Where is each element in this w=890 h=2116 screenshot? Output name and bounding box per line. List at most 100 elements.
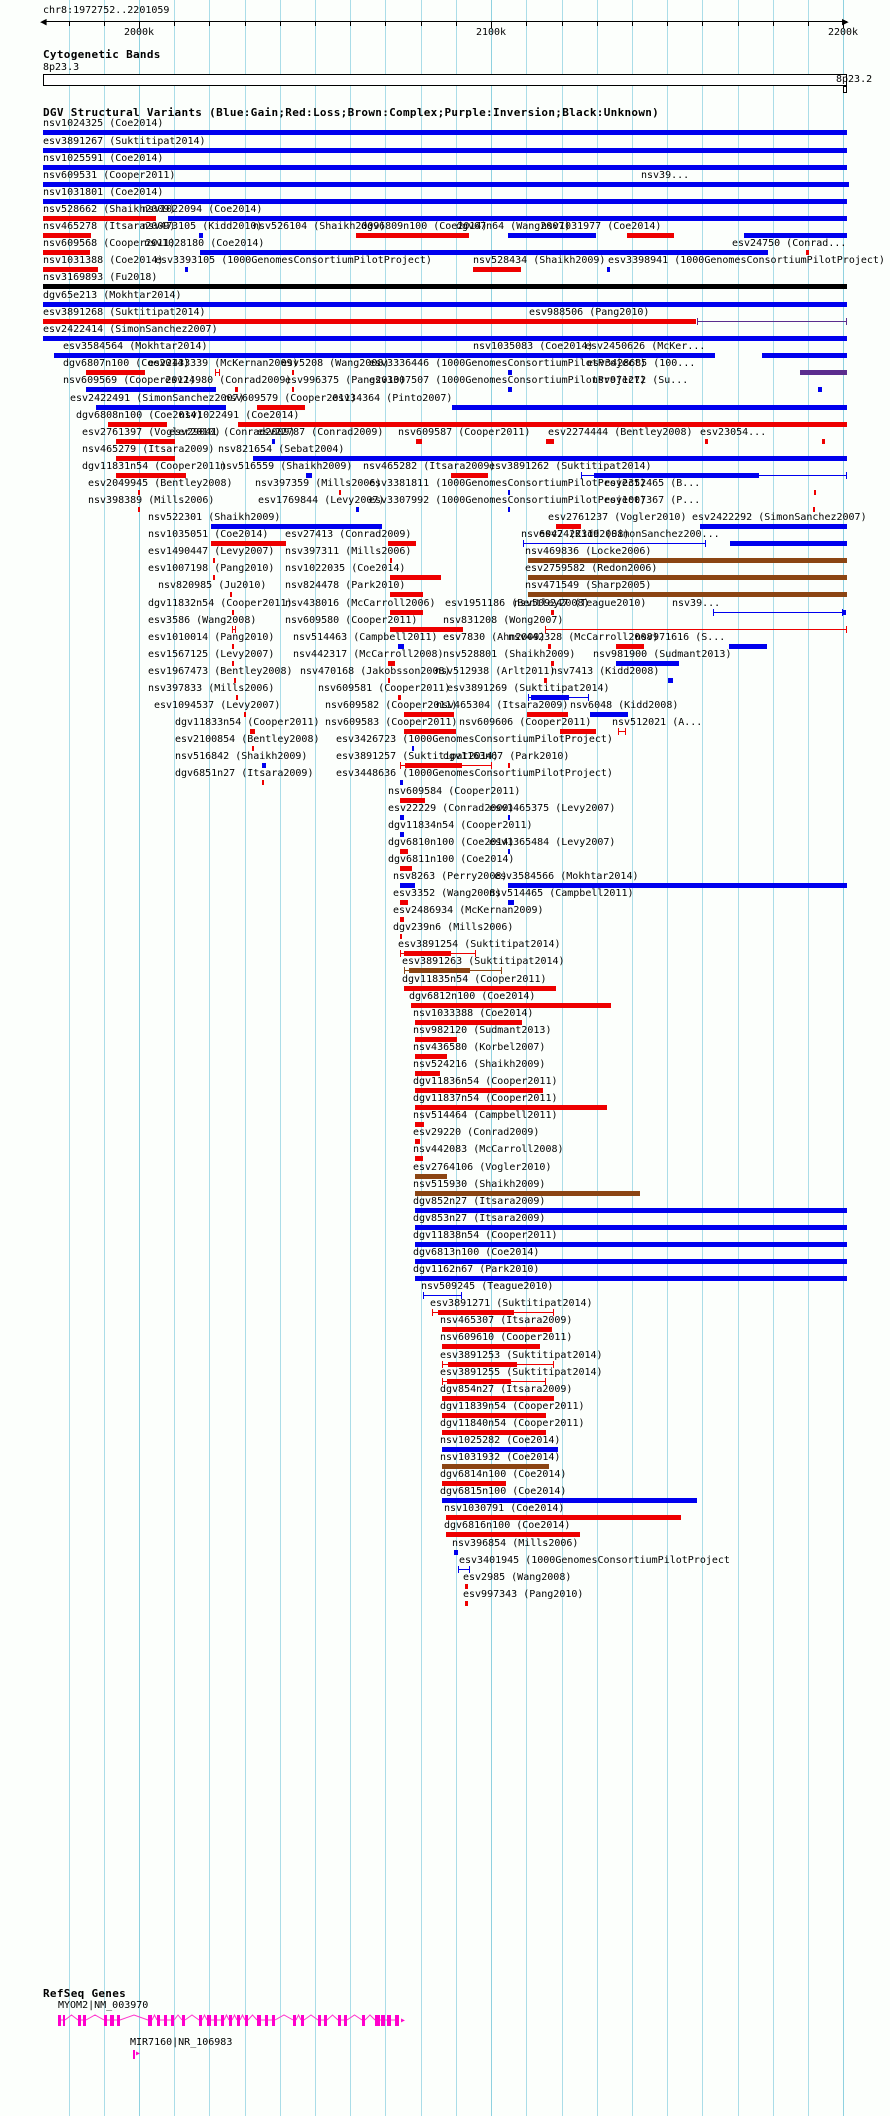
variant-label[interactable]: dgv6812n100 (Coe2014) [409, 991, 536, 1002]
variant-label[interactable]: nsv465278 (Itsara2009) [43, 221, 176, 232]
variant-bar[interactable] [43, 216, 156, 221]
variant-label[interactable]: esv3891263 (Suktitipat2014) [402, 956, 565, 967]
variant-span[interactable] [713, 609, 843, 616]
variant-bar[interactable] [356, 233, 469, 238]
variant-bar[interactable] [400, 798, 425, 803]
variant-label[interactable]: esv23054... [700, 427, 767, 438]
variant-label[interactable]: nsv1031388 (Coe2014) [43, 255, 164, 266]
variant-label[interactable]: dgv6816n100 (Coe2014) [444, 1520, 571, 1531]
variant-label[interactable]: nsv465279 (Itsara2009) [82, 444, 215, 455]
variant-bar[interactable] [668, 678, 673, 683]
variant-bar[interactable] [390, 627, 463, 632]
variant-label[interactable]: esv3307992 (1000GenomesConsortiumPilotPr… [369, 495, 646, 506]
variant-label[interactable]: dgv11839n54 (Cooper2011) [440, 1401, 585, 1412]
variant-label[interactable]: nsv465304 (Itsara2009) [436, 700, 569, 711]
variant-bar[interactable] [388, 541, 416, 546]
variant-bar[interactable] [168, 216, 847, 221]
variant-bar[interactable] [43, 148, 847, 153]
variant-bar-with-confidence[interactable] [442, 1361, 554, 1368]
variant-bar[interactable] [415, 1191, 640, 1196]
variant-bar[interactable] [729, 644, 767, 649]
variant-bar[interactable] [442, 1430, 546, 1435]
variant-label[interactable]: dgv6811n100 (Coe2014) [388, 854, 515, 865]
variant-label[interactable]: esv3381811 (1000GenomesConsortiumPilotPr… [369, 478, 646, 489]
variant-label[interactable]: nsv516842 (Shaikh2009) [175, 751, 308, 762]
variant-bar[interactable] [442, 1464, 549, 1469]
variant-bar[interactable] [442, 1413, 546, 1418]
variant-label[interactable]: esv3336446 (1000GenomesConsortiumPilotPr… [369, 358, 646, 369]
variant-bar[interactable] [43, 182, 847, 187]
variant-bar[interactable] [442, 1481, 506, 1486]
variant-bar[interactable] [412, 746, 414, 751]
variant-label[interactable]: esv2450626 (McKer... [585, 341, 706, 352]
variant-label[interactable]: nsv515930 (Shaikh2009) [413, 1179, 546, 1190]
gene-label-myom2[interactable]: MYOM2|NM_003970 [58, 2000, 149, 2011]
variant-bar[interactable] [138, 490, 140, 495]
variant-label[interactable]: nsv509247 (Teague2010) [514, 598, 647, 609]
variant-label[interactable]: nsv514463 (Campbell2011) [293, 632, 438, 643]
variant-bar[interactable] [390, 592, 423, 597]
variant-bar[interactable] [700, 524, 847, 529]
variant-label[interactable]: esv1490447 (Levy2007) [148, 546, 275, 557]
variant-label[interactable]: nsv6048 (Kidd2008) [570, 700, 679, 711]
variant-bar[interactable] [185, 267, 188, 272]
variant-bar[interactable] [232, 610, 234, 615]
variant-bar[interactable] [616, 661, 679, 666]
variant-label[interactable]: nsv820985 (Ju2010) [158, 580, 267, 591]
gene-myom2[interactable]: ▸ [0, 0, 890, 2026]
variant-bar[interactable] [400, 849, 408, 854]
variant-label[interactable]: esv2759582 (Redon2006) [525, 563, 658, 574]
variant-label[interactable]: esv2433339 (McKernan2009) [148, 358, 299, 369]
variant-bar[interactable] [546, 439, 554, 444]
variant-bar[interactable] [257, 405, 305, 410]
variant-label[interactable]: dgv854n27 (Itsara2009) [440, 1384, 573, 1395]
variant-label[interactable]: esv3891254 (Suktitipat2014) [398, 939, 561, 950]
variant-bar-with-confidence[interactable] [400, 950, 476, 957]
variant-label[interactable]: nsv442328 (McCarroll2008) [508, 632, 659, 643]
variant-label[interactable]: nsv609581 (Cooper2011) [318, 683, 451, 694]
variant-label[interactable]: esv27413 (Conrad2009) [285, 529, 412, 540]
variant-bar[interactable] [262, 780, 264, 785]
variant-label[interactable]: nsv8263 (Perry2008) [393, 871, 508, 882]
variant-label[interactable]: nsv471549 (Sharp2005) [525, 580, 652, 591]
variant-bar[interactable] [253, 456, 847, 461]
variant-bar[interactable] [244, 712, 246, 717]
variant-label[interactable]: nsv824478 (Park2010) [285, 580, 406, 591]
variant-bar[interactable] [560, 729, 596, 734]
variant-bar[interactable] [43, 336, 847, 341]
variant-bar[interactable] [442, 1327, 552, 1332]
variant-label[interactable]: dgv6851n27 (Itsara2009) [175, 768, 314, 779]
variant-label[interactable]: nsv1022035 (Coe2014) [285, 563, 406, 574]
variant-label[interactable]: esv24750 (Conrad... [732, 238, 847, 249]
variant-bar[interactable] [442, 1344, 540, 1349]
variant-bar[interactable] [442, 1447, 558, 1452]
variant-bar[interactable] [43, 250, 90, 255]
variant-label[interactable]: esv2764106 (Vogler2010) [413, 1162, 552, 1173]
variant-label[interactable]: esv3584566 (Mokhtar2014) [494, 871, 639, 882]
variant-bar[interactable] [339, 490, 341, 495]
variant-label[interactable]: esv5208 (Wang2008) [281, 358, 390, 369]
variant-bar[interactable] [250, 729, 255, 734]
variant-label[interactable]: nsv7413 (Kidd2008) [551, 666, 660, 677]
variant-label[interactable]: nsv1025591 (Coe2014) [43, 153, 164, 164]
variant-label[interactable]: nsv528662 (Shaikh2009) [43, 204, 176, 215]
variant-label[interactable]: esv2761237 (Vogler2010) [548, 512, 687, 523]
variant-label[interactable]: esv2985 (Wang2008) [463, 1572, 572, 1583]
variant-bar[interactable] [415, 1088, 543, 1093]
variant-label[interactable]: esv2352465 (B... [604, 478, 701, 489]
variant-bar[interactable] [116, 473, 186, 478]
variant-bar[interactable] [211, 541, 286, 546]
variant-label[interactable]: nsv971616 (S... [635, 632, 726, 643]
variant-label[interactable]: nsv981900 (Sudmant2013) [593, 649, 732, 660]
variant-label[interactable]: dgv1162n67 (Park2010) [413, 1264, 540, 1275]
variant-label[interactable]: nsv470168 (Jakobsson2008) [300, 666, 451, 677]
variant-label[interactable]: nsv522301 (Shaikh2009) [148, 512, 281, 523]
variant-label[interactable]: esv3352 (Wang2008) [393, 888, 502, 899]
variant-bar[interactable] [627, 233, 674, 238]
variant-label[interactable]: dgv65e213 (Mokhtar2014) [43, 290, 182, 301]
variant-label[interactable]: esv3393105 (1000GenomesConsortiumPilotPr… [155, 255, 432, 266]
variant-bar[interactable] [415, 1020, 522, 1025]
variant-label[interactable]: esv3448636 (1000GenomesConsortiumPilotPr… [336, 768, 613, 779]
variant-bar[interactable] [43, 302, 847, 307]
variant-bar-with-confidence[interactable] [400, 762, 492, 769]
